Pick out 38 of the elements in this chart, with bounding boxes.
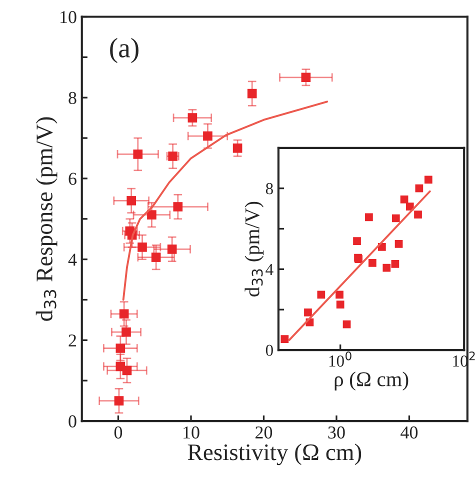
y-tick-label: 2: [68, 334, 76, 346]
point: [126, 196, 136, 206]
x-tick-label: 10$^{0}$: [329, 352, 352, 367]
point: [122, 327, 131, 337]
point: [147, 210, 156, 220]
y-axis-title: d$_{33}$ Response (pm/V): [36, 117, 58, 321]
point: [138, 242, 147, 252]
point: [203, 131, 212, 141]
point: [188, 113, 198, 122]
point: [119, 309, 129, 319]
y-tick-label: 0: [68, 415, 76, 428]
y-tick-label: 0: [266, 344, 273, 356]
point: [301, 72, 311, 82]
line-series: [122, 100, 328, 301]
x-tick-label: 0: [114, 426, 122, 439]
point: [133, 150, 143, 159]
y-tick-label: 6: [68, 172, 76, 185]
x-tick-label: 40: [400, 426, 418, 439]
point: [232, 143, 242, 153]
x-axis-title: Resistivity (Ω cm): [188, 444, 362, 466]
y-tick-label: 4: [68, 254, 77, 266]
point: [167, 244, 177, 254]
point: [122, 366, 132, 376]
x-tick-label: 10: [184, 426, 200, 439]
y-axis-title: d$_{33}$ (pm/V): [244, 202, 264, 296]
annotation: (a): [110, 38, 138, 64]
point: [173, 202, 183, 212]
point: [151, 252, 161, 262]
y-tick-label: 8: [68, 92, 76, 104]
point: [116, 344, 126, 353]
x-axis-title: ρ (Ω cm): [334, 372, 408, 391]
y-tick-label: 4: [266, 264, 274, 275]
point: [114, 396, 124, 406]
x-tick-label: 20: [256, 426, 272, 439]
y-tick-label: 8: [266, 183, 273, 194]
point: [247, 88, 257, 98]
x-tick-label: 30: [328, 426, 345, 439]
y-tick-label: 10: [60, 11, 76, 24]
